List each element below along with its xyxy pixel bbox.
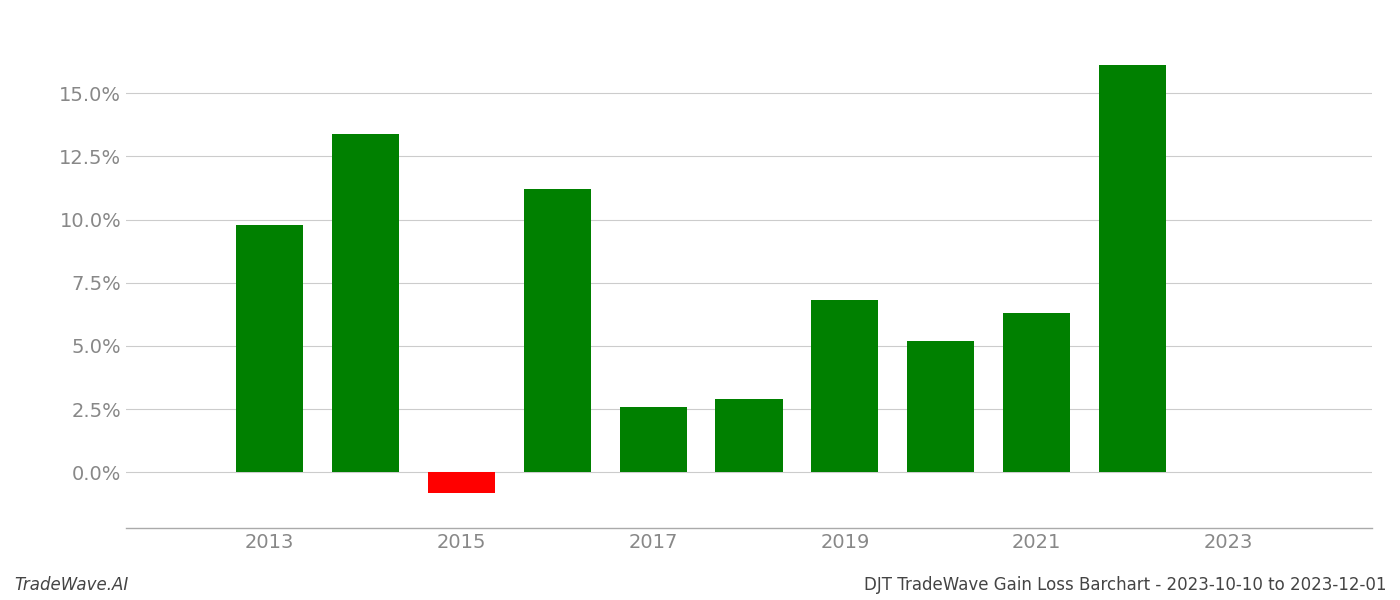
Bar (1002, 313, 1070, 472)
Bar (237, 224, 304, 472)
Text: DJT TradeWave Gain Loss Barchart - 2023-10-10 to 2023-12-01: DJT TradeWave Gain Loss Barchart - 2023-… (864, 576, 1386, 594)
Text: TradeWave.AI: TradeWave.AI (14, 576, 129, 594)
Bar (907, 341, 974, 472)
Bar (1099, 65, 1166, 472)
Bar (812, 301, 878, 472)
Bar (428, 472, 496, 493)
Bar (715, 399, 783, 472)
Bar (524, 189, 591, 472)
Bar (620, 407, 687, 472)
Bar (332, 134, 399, 472)
